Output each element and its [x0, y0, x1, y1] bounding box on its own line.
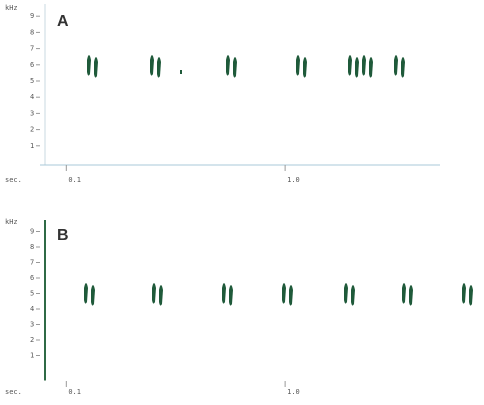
syllable: [469, 285, 473, 306]
syllable: [362, 55, 366, 76]
syllable: [369, 57, 373, 78]
syllable: [157, 57, 161, 78]
y-tick-label: 4: [30, 93, 34, 101]
y-tick-label: 6: [30, 61, 34, 69]
y-tick-label: 4: [30, 305, 34, 313]
syllable: [150, 55, 154, 76]
syllable: [289, 285, 293, 306]
x-axis-label: sec.: [5, 176, 22, 184]
x-tick-label: 0.1: [68, 388, 81, 396]
y-tick-label: 1: [30, 142, 34, 150]
y-tick-label: 3: [30, 109, 34, 117]
syllable: [94, 57, 98, 78]
y-tick-label: 7: [30, 45, 34, 53]
x-tick-label: 1.0: [287, 176, 300, 184]
panel-label: A: [57, 13, 69, 30]
syllable: [152, 283, 156, 304]
syllable: [462, 283, 466, 304]
syllable: [344, 283, 348, 304]
syllable: [84, 283, 88, 304]
syllable: [303, 57, 307, 78]
syllable: [355, 57, 359, 78]
x-axis-label: sec.: [5, 388, 22, 396]
x-tick-label: 0.1: [68, 176, 81, 184]
y-axis-label: kHz: [5, 218, 18, 226]
y-tick-label: 9: [30, 12, 34, 20]
syllable: [409, 285, 413, 306]
y-tick-label: 5: [30, 290, 34, 298]
syllable: [348, 55, 352, 76]
y-tick-label: 7: [30, 259, 34, 267]
y-tick-label: 8: [30, 243, 34, 251]
syllable: [91, 285, 95, 306]
syllable: [402, 283, 406, 304]
y-axis-label: kHz: [5, 4, 18, 12]
x-tick-label: 1.0: [287, 388, 300, 396]
syllable: [282, 283, 286, 304]
syllable: [229, 285, 233, 306]
y-tick-label: 2: [30, 126, 34, 134]
y-tick-label: 2: [30, 336, 34, 344]
syllable: [233, 57, 237, 78]
syllable: [394, 55, 398, 76]
syllable: [159, 285, 163, 306]
y-tick-label: 5: [30, 77, 34, 85]
y-tick-label: 8: [30, 28, 34, 36]
syllable: [351, 285, 355, 306]
y-tick-label: 1: [30, 352, 34, 360]
page: kHz sec. A 1 2 3 4 5 6 7 8 9 0.1 1.0 kHz sec. B 1 2 3 4 5 6 7 8 9…: [0, 0, 484, 405]
panel-label: B: [57, 227, 69, 244]
syllable: [296, 55, 300, 76]
syllable: [222, 283, 226, 304]
syllable: [87, 55, 91, 76]
figure: kHz sec. A 1 2 3 4 5 6 7 8 9 0.1 1.0 kHz sec. B 1 2 3 4 5 6 7 8 9…: [0, 0, 484, 401]
syllable: [401, 57, 405, 78]
y-tick-label: 6: [30, 274, 34, 282]
syllable: [180, 70, 182, 74]
syllable: [226, 55, 230, 76]
y-tick-label: 3: [30, 321, 34, 329]
y-tick-label: 9: [30, 228, 34, 236]
